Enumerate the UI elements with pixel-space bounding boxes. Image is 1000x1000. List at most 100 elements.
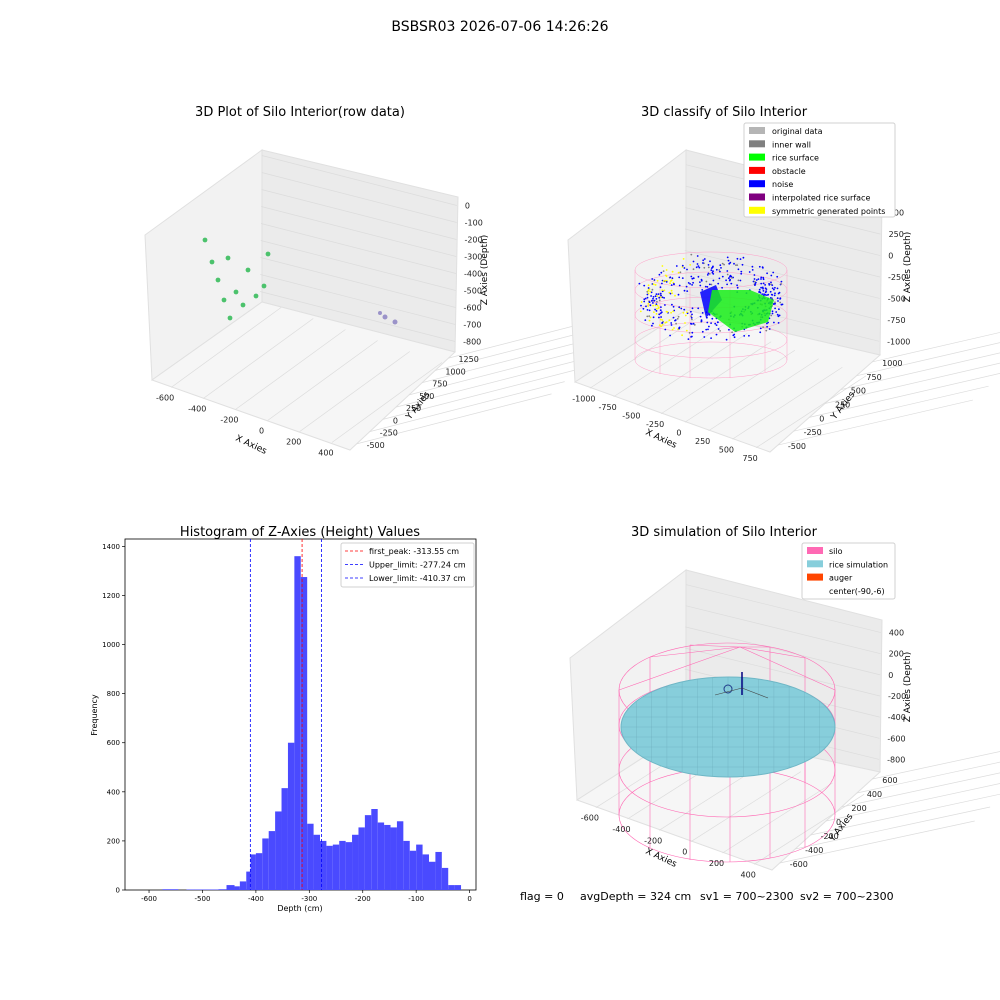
z-axis-label: Z Axies (Depth) (480, 235, 490, 306)
y-tick-label: 800 (107, 690, 120, 698)
classified-point (700, 320, 703, 323)
legend-label: first_peak: -313.55 cm (369, 547, 459, 556)
classified-point (671, 292, 673, 295)
legend-label: inner wall (772, 140, 811, 149)
classified-point (692, 281, 694, 284)
histogram-bar (320, 840, 327, 890)
histogram-bar (268, 831, 276, 890)
classified-point (721, 275, 724, 278)
classified-point (655, 313, 658, 315)
classified-point (670, 324, 673, 326)
status-footer: flag = 0 avgDepth = 324 cm sv1 = 700~230… (520, 890, 894, 903)
grid-line (684, 228, 881, 278)
classified-point (651, 288, 654, 291)
x-tick-label: 750 (742, 454, 757, 463)
data-point (202, 237, 208, 243)
classified-point (707, 272, 710, 275)
z-tick-label: 0 (888, 671, 893, 680)
histogram-bar (246, 871, 251, 890)
classified-point (762, 290, 765, 292)
classified-point (728, 262, 731, 265)
classified-point (771, 294, 774, 296)
data-point (261, 283, 267, 289)
classified-point (661, 296, 664, 299)
x-tick-label: -600 (581, 814, 599, 823)
panel-title: 3D classify of Silo Interior (641, 105, 808, 120)
x-tick-label: 0 (259, 427, 264, 436)
grid-line (589, 315, 701, 389)
classified-point (710, 267, 713, 269)
classified-point (652, 302, 654, 304)
z-tick-label: -600 (887, 734, 905, 743)
y-tick-label: -600 (790, 860, 808, 869)
classified-point (712, 270, 714, 273)
classified-point (780, 283, 782, 285)
classified-point (730, 275, 733, 278)
grid-line (637, 332, 748, 406)
classified-point (691, 277, 694, 280)
legend-label: auger (829, 574, 853, 583)
classified-point (683, 267, 686, 269)
classified-point (714, 322, 717, 325)
classified-point (727, 259, 730, 262)
histogram-bar (162, 889, 171, 890)
classified-point (648, 309, 651, 312)
classified-point (661, 289, 664, 291)
y-tick-label: -250 (804, 428, 822, 437)
x-tick-label: -400 (612, 825, 630, 834)
classified-point (771, 287, 774, 290)
histogram-bar (281, 788, 288, 890)
x-tick-label: -100 (408, 895, 424, 903)
y-tick-label: 1250 (458, 355, 478, 364)
classified-point (649, 316, 652, 319)
z-tick-label: -300 (464, 253, 482, 262)
grid-line (779, 820, 975, 864)
classified-point (723, 263, 725, 266)
classified-point (691, 307, 694, 310)
grid-line (872, 332, 1000, 363)
classified-point (688, 332, 691, 334)
classified-point (676, 317, 679, 320)
data-point (209, 259, 215, 265)
classified-point (690, 275, 693, 278)
classified-point (654, 295, 657, 298)
classified-point (729, 261, 732, 264)
classified-point (652, 322, 654, 325)
classified-point (653, 311, 655, 313)
grid-line (299, 351, 410, 432)
histogram-bar (345, 842, 353, 890)
grid-lines (589, 164, 1000, 449)
grid-line (708, 358, 819, 432)
classified-point (660, 271, 663, 274)
classified-point (739, 279, 742, 282)
classified-point (665, 310, 668, 313)
classified-point (780, 280, 783, 283)
classified-point (737, 268, 740, 271)
histogram-bar (332, 844, 340, 890)
y-tick-label: 750 (866, 373, 881, 382)
histogram-bar (307, 823, 314, 890)
classified-point (766, 322, 768, 325)
classified-point (761, 266, 764, 269)
z-tick-label: -600 (464, 304, 482, 313)
classified-point (715, 268, 718, 271)
y-axis-label: Frequency (90, 694, 99, 736)
histogram-bar (435, 851, 442, 890)
classified-point (696, 263, 699, 265)
classified-point (779, 298, 781, 300)
classified-point (677, 271, 680, 274)
y-tick-label: 1400 (102, 543, 120, 551)
classified-point (705, 280, 708, 283)
classified-point (728, 328, 730, 331)
classified-point (656, 295, 659, 297)
classified-point (685, 329, 688, 332)
y-tick-label: 0 (393, 416, 398, 425)
avg-depth-status: avgDepth = 324 cm (580, 890, 691, 903)
classified-point (686, 290, 689, 292)
data-point (265, 251, 271, 257)
classified-point (690, 310, 692, 313)
classified-point (780, 303, 783, 306)
classified-point (759, 327, 762, 330)
x-axis-label: Depth (cm) (277, 904, 322, 913)
classified-point (651, 324, 653, 327)
